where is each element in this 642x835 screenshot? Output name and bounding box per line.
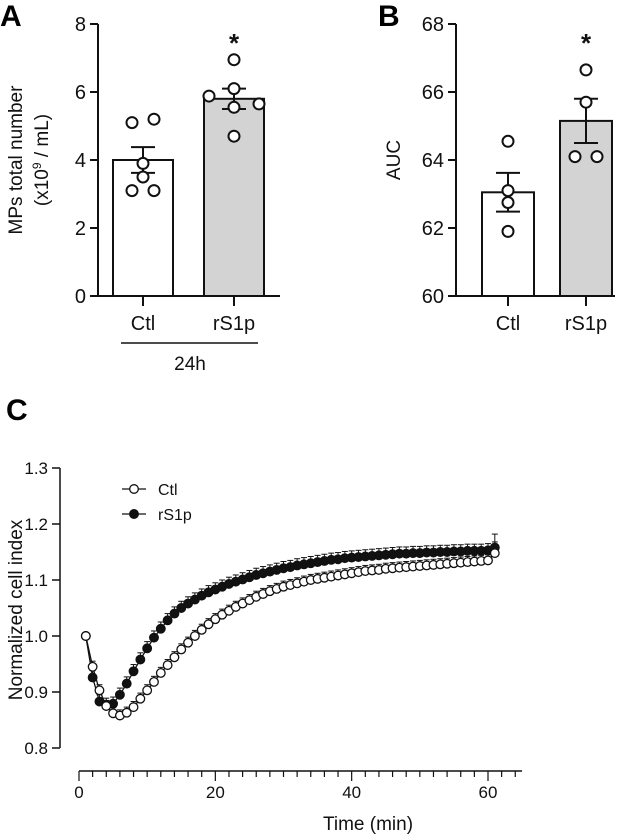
panel-b-plot: 60 62 64 66 68 Ctl rS1p * bbox=[422, 14, 615, 335]
data-point bbox=[147, 184, 161, 198]
data-point-ctl bbox=[101, 701, 112, 711]
data-point-ctl bbox=[135, 693, 146, 704]
panel-label-c: C bbox=[6, 394, 28, 427]
data-point-ctl bbox=[149, 676, 159, 687]
data-point bbox=[590, 150, 604, 164]
panel-c-plot: 0.8 0.9 1.0 1.1 1.2 1.3 0 20 40 60 Ctl rS1p bbox=[24, 459, 523, 802]
data-point-rs1p bbox=[155, 623, 166, 634]
legend-marker bbox=[129, 509, 139, 519]
panel-a-ylabel-line2: (x109 / mL) bbox=[30, 114, 53, 206]
panel-c-ylabel: Normalized cell index bbox=[6, 519, 27, 700]
legend-label: Ctl bbox=[158, 482, 178, 499]
data-point-ctl bbox=[483, 555, 493, 566]
data-point bbox=[136, 170, 150, 184]
data-point-ctl bbox=[121, 707, 132, 718]
data-point-ctl bbox=[176, 644, 187, 655]
y-tick-label: 1.2 bbox=[24, 515, 48, 534]
y-tick-label: 1.0 bbox=[24, 627, 48, 646]
data-point-rs1p bbox=[142, 643, 153, 654]
x-tick-label: 0 bbox=[74, 783, 83, 802]
panel-a-group-label: 24h bbox=[174, 354, 206, 375]
y-tick-label: 0.8 bbox=[24, 739, 48, 758]
x-tick-label: 20 bbox=[206, 783, 225, 802]
legend-label: rS1p bbox=[158, 507, 192, 524]
data-point-ctl bbox=[196, 624, 207, 635]
y-tick-label: 2 bbox=[75, 218, 86, 240]
data-point bbox=[501, 224, 515, 238]
data-point bbox=[579, 63, 593, 77]
y-tick-label: 66 bbox=[422, 82, 444, 104]
data-point-ctl bbox=[80, 631, 91, 641]
panel-b-ylabel: AUC bbox=[384, 140, 405, 180]
y-tick-label: 68 bbox=[422, 14, 444, 36]
data-point-ctl bbox=[87, 661, 98, 672]
data-point-rs1p bbox=[162, 615, 173, 626]
data-point bbox=[202, 89, 216, 103]
data-point bbox=[227, 53, 241, 67]
panel-c-xlabel: Time (min) bbox=[323, 814, 413, 835]
bar-rs1p bbox=[203, 97, 265, 297]
data-point-rs1p bbox=[135, 654, 146, 665]
data-point-ctl bbox=[183, 637, 194, 648]
x-tick-label: 40 bbox=[342, 783, 361, 802]
y-tick-label: 6 bbox=[75, 82, 86, 104]
panel-a-ylabel-line1: MPs total number bbox=[6, 85, 27, 235]
data-point-ctl bbox=[210, 614, 221, 625]
y-tick-label: 4 bbox=[75, 150, 86, 172]
y-tick-label: 0.9 bbox=[24, 683, 48, 702]
data-point-rs1p bbox=[128, 666, 139, 677]
y-tick-label: 60 bbox=[422, 286, 444, 308]
y-tick-label: 62 bbox=[422, 218, 444, 240]
data-point bbox=[227, 100, 241, 114]
data-point bbox=[136, 156, 150, 170]
y-tick-label: 0 bbox=[75, 286, 86, 308]
y-tick-label: 1.3 bbox=[24, 459, 48, 478]
data-point-rs1p bbox=[149, 632, 159, 643]
panel-a-plot: 0 2 4 6 8 Ctl rS1p * bbox=[75, 14, 280, 335]
significance-marker: * bbox=[581, 28, 592, 58]
data-point-ctl bbox=[142, 685, 153, 696]
data-point-ctl bbox=[94, 685, 105, 696]
data-point-ctl bbox=[162, 660, 173, 671]
x-tick-label: rS1p bbox=[213, 313, 255, 335]
data-point bbox=[252, 97, 266, 111]
data-point bbox=[125, 116, 139, 130]
data-point bbox=[125, 184, 139, 198]
data-point-ctl bbox=[189, 631, 200, 641]
data-point bbox=[227, 129, 241, 143]
x-tick-label: Ctl bbox=[131, 313, 155, 335]
bar-rs1p bbox=[559, 119, 613, 298]
data-point bbox=[501, 184, 515, 198]
y-tick-label: 64 bbox=[422, 150, 444, 172]
data-point bbox=[579, 95, 593, 109]
data-point-ctl bbox=[128, 702, 139, 713]
data-point bbox=[227, 82, 241, 96]
data-point bbox=[147, 112, 161, 126]
y-tick-label: 8 bbox=[75, 14, 86, 36]
data-point-rs1p bbox=[176, 603, 187, 613]
significance-marker: * bbox=[229, 28, 240, 58]
data-point-ctl bbox=[203, 619, 214, 630]
y-tick-label: 1.1 bbox=[24, 571, 48, 590]
x-tick-label: 60 bbox=[479, 783, 498, 802]
legend-marker bbox=[129, 484, 139, 494]
x-tick-label: rS1p bbox=[565, 313, 607, 335]
data-point-ctl bbox=[169, 652, 180, 663]
x-tick-label: Ctl bbox=[496, 313, 520, 335]
data-point bbox=[501, 134, 515, 148]
data-point-rs1p bbox=[169, 608, 180, 619]
panel-label-a: A bbox=[0, 0, 22, 33]
data-point-ctl bbox=[489, 548, 500, 559]
data-point bbox=[568, 150, 582, 164]
data-point bbox=[501, 196, 515, 209]
data-point-rs1p bbox=[121, 678, 132, 689]
data-point-rs1p bbox=[114, 689, 125, 700]
panel-label-b: B bbox=[378, 0, 400, 33]
data-point-ctl bbox=[155, 668, 166, 678]
